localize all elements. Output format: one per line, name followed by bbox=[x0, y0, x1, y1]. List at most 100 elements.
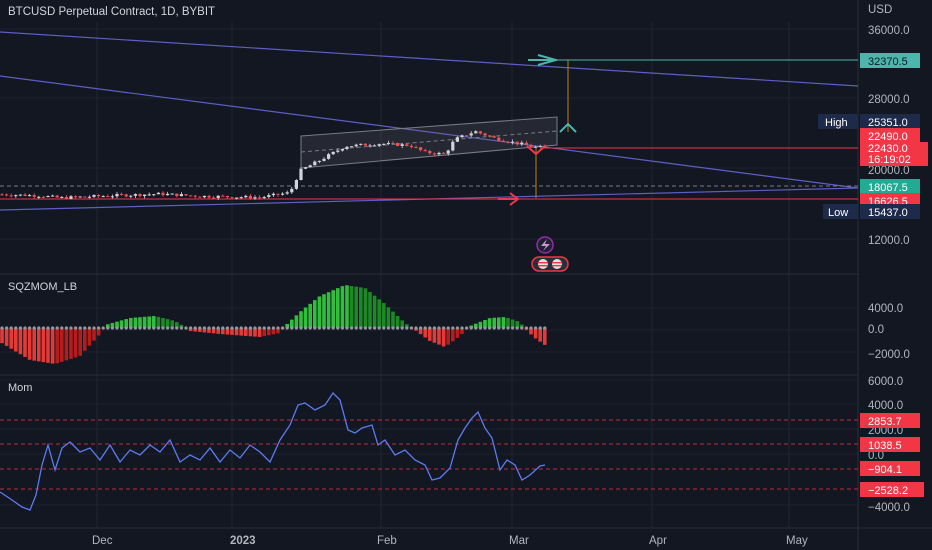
sqzmom-bar bbox=[336, 288, 340, 328]
sqzmom-bar bbox=[313, 300, 317, 328]
squeeze-dot bbox=[258, 326, 262, 330]
squeeze-dot bbox=[83, 326, 87, 330]
candle-body bbox=[55, 195, 59, 198]
sqzmom-bar bbox=[207, 328, 211, 333]
squeeze-dot bbox=[110, 326, 114, 330]
squeeze-dot bbox=[235, 326, 239, 330]
candle-body bbox=[327, 154, 331, 159]
trend-line-middle[interactable] bbox=[0, 75, 859, 189]
sqzmom-bar bbox=[147, 316, 151, 328]
us-flag-event-icon[interactable] bbox=[531, 256, 569, 272]
squeeze-dot bbox=[120, 326, 124, 330]
candle-body bbox=[419, 147, 423, 151]
lightning-event-icon[interactable] bbox=[536, 236, 554, 254]
squeeze-dot bbox=[497, 326, 501, 330]
squeeze-dot bbox=[543, 326, 547, 330]
sqzmom-bar bbox=[152, 316, 156, 328]
squeeze-dot bbox=[405, 326, 409, 330]
sqzmom-bar bbox=[492, 317, 496, 328]
sqzmom-bar bbox=[478, 321, 483, 328]
sqzmom-bar bbox=[428, 328, 432, 341]
candle-body bbox=[18, 194, 22, 196]
candle-body bbox=[156, 192, 160, 195]
sqzmom-bar bbox=[106, 324, 110, 328]
squeeze-dot bbox=[28, 326, 32, 330]
candle-body bbox=[175, 193, 179, 197]
sqzmom-bar bbox=[451, 328, 455, 342]
sqzmom-bar bbox=[37, 328, 41, 362]
squeeze-dot bbox=[37, 326, 41, 330]
squeeze-dot bbox=[368, 326, 372, 330]
squeeze-dot bbox=[248, 326, 252, 330]
svg-text:22490.0: 22490.0 bbox=[868, 131, 908, 143]
squeeze-dot bbox=[299, 326, 303, 330]
candle-body bbox=[308, 165, 312, 168]
time-tick-label: 2023 bbox=[230, 535, 256, 547]
squeeze-dot bbox=[184, 326, 188, 330]
level-green-badge: 18067.5 bbox=[860, 179, 920, 194]
time-tick-label: Dec bbox=[92, 535, 113, 547]
candle-body bbox=[138, 194, 142, 197]
mom-tick-label: 0.0 bbox=[868, 450, 884, 462]
squeeze-dot bbox=[474, 326, 478, 330]
candle-body bbox=[478, 131, 482, 134]
sqzmom-bar bbox=[294, 315, 299, 328]
price-channel[interactable] bbox=[300, 116, 558, 169]
mom-level-badge: −2528.2 bbox=[860, 482, 924, 497]
squeeze-dot bbox=[428, 326, 432, 330]
sqzmom-bar bbox=[248, 328, 253, 337]
squeeze-dot bbox=[373, 326, 377, 330]
squeeze-dot bbox=[262, 326, 266, 330]
squeeze-dot bbox=[143, 326, 147, 330]
sqzmom-bar bbox=[87, 328, 92, 346]
trend-line-upper[interactable] bbox=[0, 31, 859, 87]
squeeze-dot bbox=[41, 326, 46, 330]
squeeze-dot bbox=[18, 326, 22, 330]
squeeze-dot bbox=[538, 326, 542, 330]
candle-body bbox=[386, 142, 390, 144]
candle-body bbox=[184, 194, 188, 196]
squeeze-dot bbox=[451, 326, 455, 330]
price-axis-unit: USD bbox=[868, 4, 892, 16]
mom-level-badge: 1038.5 bbox=[860, 437, 920, 452]
sqzmom-bar bbox=[372, 295, 377, 328]
candlestick-series bbox=[0, 130, 547, 201]
candle-body bbox=[414, 147, 418, 149]
sqzmom-bar bbox=[165, 319, 170, 328]
candle-body bbox=[258, 197, 262, 199]
candle-body bbox=[442, 152, 446, 154]
sqzmom-bar bbox=[18, 328, 23, 355]
candle-body bbox=[359, 143, 363, 145]
candle-body bbox=[474, 131, 478, 134]
sqzmom-bar bbox=[142, 316, 147, 328]
squeeze-dot bbox=[437, 326, 441, 330]
candle-body bbox=[143, 194, 147, 197]
candle-body bbox=[106, 196, 110, 198]
sqzmom-bar bbox=[446, 328, 450, 345]
candle-body bbox=[248, 195, 252, 199]
squeeze-dot bbox=[363, 326, 367, 330]
sqzmom-bar bbox=[83, 328, 87, 351]
squeeze-dot bbox=[294, 326, 298, 330]
candle-body bbox=[120, 193, 124, 195]
sqzmom-bar bbox=[529, 328, 533, 335]
candle-body bbox=[299, 168, 303, 180]
sqzmom-bar bbox=[64, 328, 69, 361]
squeeze-dot bbox=[271, 326, 275, 330]
squeeze-dot bbox=[290, 326, 294, 330]
squeeze-dot bbox=[179, 326, 183, 330]
high-label-badge: High bbox=[818, 114, 858, 129]
sqzmom-bar bbox=[326, 292, 331, 328]
sqzmom-bar bbox=[290, 319, 294, 328]
candle-body bbox=[51, 195, 55, 197]
sqzmom-bar bbox=[27, 328, 32, 360]
sqzmom-bar bbox=[124, 319, 128, 328]
sqzmom-bar bbox=[216, 328, 220, 334]
sqzmom-bar bbox=[115, 321, 119, 328]
squeeze-dot bbox=[115, 326, 119, 330]
squeeze-dot bbox=[166, 326, 170, 330]
candle-body bbox=[524, 142, 528, 146]
sqzmom-bar bbox=[299, 311, 303, 328]
sqz-tick-label: −2000.0 bbox=[868, 349, 910, 361]
